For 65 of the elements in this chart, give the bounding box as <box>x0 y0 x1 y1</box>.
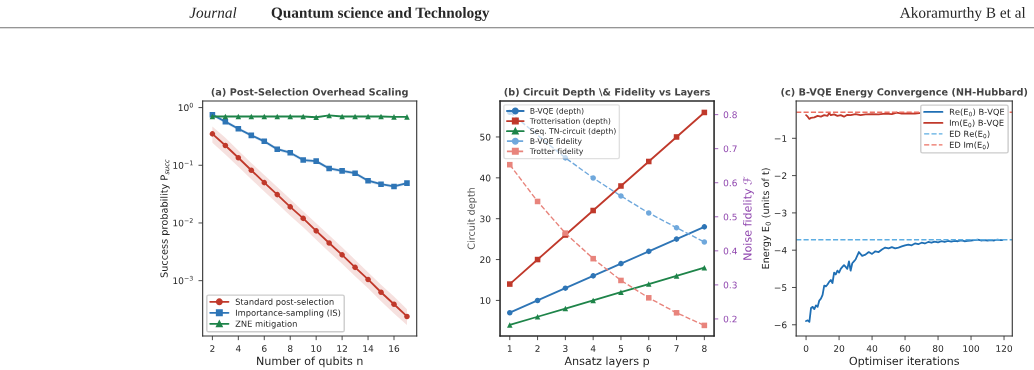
x-tick-label: 2 <box>210 345 215 352</box>
text: Akoramurthy B et al <box>899 7 1026 22</box>
y-tick-label: −1 <box>774 135 787 142</box>
x-axis-title: Ansatz layers p <box>564 356 650 368</box>
x-tick-label: 80 <box>932 345 944 352</box>
legend-label: Standard post-selection <box>235 298 334 307</box>
x-tick-label: 0 <box>803 345 809 352</box>
y2-tick-label: 0.7 <box>723 145 737 153</box>
x-tick-label: 4 <box>235 345 241 352</box>
y-axis-title: Circuit depth <box>467 187 477 250</box>
y-tick-label: 20 <box>480 256 491 264</box>
y2-tick-label: 0.3 <box>723 281 737 289</box>
x-tick-label: 10 <box>311 345 322 352</box>
legend-label: ED Im(E$_{0}$) <box>949 141 989 150</box>
x-tick-label: 120 <box>996 345 1013 352</box>
y-tick-label: −3 <box>774 209 787 217</box>
x-tick-label: 5 <box>618 345 624 352</box>
x-tick-label: 7 <box>674 345 679 352</box>
legend-label: Re(E$_{0}$) B-VQE <box>949 108 1005 117</box>
y-tick-label: 10 <box>480 297 491 304</box>
chart-title: (b) Circuit Depth \& Fidelity vs Layers <box>504 88 710 98</box>
x-tick-label: 60 <box>899 345 911 352</box>
x-tick-label: 3 <box>563 345 568 352</box>
x-axis-title: Optimiser iterations <box>849 356 959 368</box>
y2-tick-label: 0.4 <box>723 247 737 255</box>
x-axis-title: Number of qubits n <box>257 356 363 368</box>
y2-tick-label: 0.2 <box>723 315 737 323</box>
y-axis-title: Energy E$_{0}$ (units of t) <box>761 168 772 269</box>
x-tick-label: 16 <box>389 345 400 352</box>
y-tick-label: −6 <box>774 321 787 329</box>
x-tick-label: 20 <box>833 345 845 352</box>
y-tick-label: 10$^{0}$ <box>178 102 193 112</box>
y-axis-title: Success probability P$_{succ}$ <box>160 159 170 278</box>
legend-label: Importance-sampling (IS) <box>235 309 341 318</box>
text: Journal <box>189 7 237 18</box>
y-tick-label: −4 <box>774 247 787 254</box>
y2-axis-title: Noise fidelity ℱ <box>743 176 754 260</box>
y-tick-label: 10$^{−1}$ <box>173 160 193 169</box>
legend-label: Im(E$_{0}$) B-VQE <box>949 119 1004 128</box>
y2-tick-label: 0.5 <box>723 213 737 221</box>
x-tick-label: 12 <box>337 345 347 352</box>
x-tick-label: 1 <box>507 345 512 352</box>
x-tick-label: 6 <box>646 345 652 352</box>
y-tick-label: 50 <box>480 133 491 141</box>
legend-label: ZNE mitigation <box>235 320 297 329</box>
y-tick-label: 30 <box>480 215 491 223</box>
y2-tick-label: 0.8 <box>723 111 737 119</box>
text: Quantum science and Technology <box>271 7 490 22</box>
x-tick-label: 2 <box>535 345 540 352</box>
y2-tick-label: 0.6 <box>723 179 737 187</box>
x-tick-label: 14 <box>363 345 374 352</box>
x-tick-label: 100 <box>963 345 980 352</box>
y-tick-label: −2 <box>774 172 787 180</box>
y-tick-label: 40 <box>479 174 491 182</box>
chart-title: (a) Post-Selection Overhead Scaling <box>211 88 408 98</box>
x-tick-label: 6 <box>262 345 267 352</box>
x-tick-label: 40 <box>866 345 878 352</box>
x-tick-label: 8 <box>287 345 293 352</box>
y-tick-label: 10$^{−3}$ <box>173 275 193 285</box>
x-tick-label: 4 <box>590 345 596 352</box>
y-tick-label: 10$^{−2}$ <box>173 218 193 227</box>
y-tick-label: −5 <box>774 284 787 292</box>
legend-label: ED Re(E$_{0}$) <box>949 130 990 139</box>
x-tick-label: 8 <box>702 345 707 352</box>
chart-title: (c) B-VQE Energy Convergence (NH-Hubbard) <box>781 88 1028 98</box>
